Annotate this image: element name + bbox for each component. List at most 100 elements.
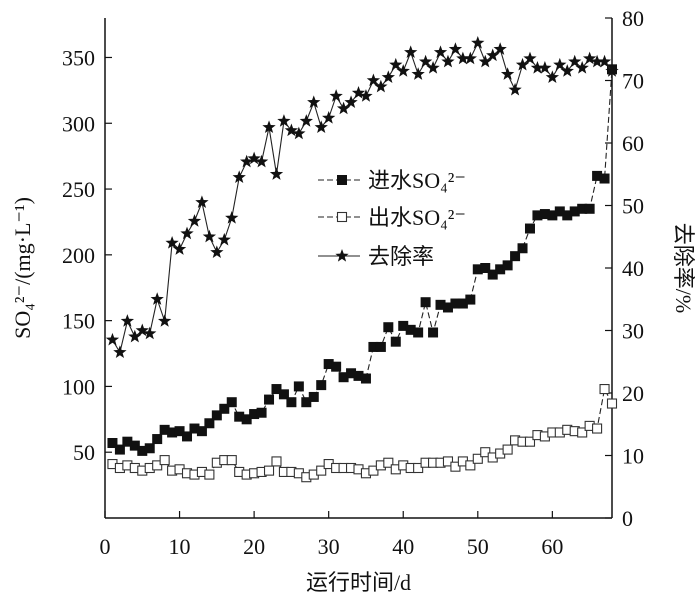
data-point-effluent — [465, 460, 476, 471]
y-tick-label-right: 60 — [622, 131, 644, 156]
data-point-effluent — [599, 384, 610, 395]
y-tick-label-left: 150 — [62, 309, 95, 334]
data-point-influent — [144, 443, 155, 454]
data-point-removal-rate — [553, 57, 567, 71]
data-point-removal-rate — [463, 51, 477, 65]
data-point-influent — [219, 403, 230, 414]
legend-marker — [336, 211, 348, 223]
data-point-influent — [316, 380, 327, 391]
data-point-removal-rate — [366, 73, 381, 87]
data-point-influent — [487, 269, 498, 280]
y-tick-label-right: 30 — [622, 319, 644, 344]
data-point-influent — [398, 320, 409, 331]
data-point-removal-rate — [120, 314, 135, 327]
x-tick-label: 20 — [243, 534, 265, 559]
y-tick-label-right: 70 — [622, 69, 644, 94]
series-effluent — [107, 384, 618, 483]
data-point-effluent — [204, 469, 215, 480]
data-point-removal-rate — [143, 326, 157, 340]
data-point-removal-rate — [202, 229, 217, 243]
data-point-removal-rate — [344, 95, 358, 109]
data-point-removal-rate — [157, 314, 172, 327]
data-point-influent — [428, 327, 439, 338]
data-point-influent — [189, 423, 200, 434]
data-point-influent — [480, 263, 491, 273]
x-tick-label: 50 — [467, 534, 489, 559]
data-point-effluent — [472, 453, 483, 464]
data-point-influent — [547, 210, 558, 221]
data-point-removal-rate — [195, 195, 209, 209]
data-point-influent — [413, 327, 424, 338]
data-point-effluent — [577, 427, 588, 438]
data-point-removal-rate — [165, 236, 179, 249]
data-point-removal-rate — [381, 70, 395, 84]
data-point-influent — [137, 445, 148, 456]
data-point-removal-rate — [508, 82, 522, 96]
data-point-influent — [301, 397, 312, 408]
data-point-influent — [502, 260, 513, 271]
y-tick-label-right: 10 — [622, 444, 644, 469]
data-point-influent — [599, 173, 610, 184]
data-point-influent — [472, 264, 483, 275]
data-point-influent — [353, 370, 364, 381]
data-point-influent — [375, 341, 386, 352]
data-point-removal-rate — [448, 42, 463, 55]
data-point-removal-rate — [590, 54, 604, 68]
legend-marker-effluent — [336, 211, 348, 223]
data-point-influent — [241, 414, 252, 425]
data-point-removal-rate — [441, 54, 455, 68]
y-tick-label-left: 350 — [62, 45, 95, 70]
data-point-removal-rate — [456, 51, 470, 65]
data-point-removal-rate — [530, 61, 545, 74]
data-point-removal-rate — [180, 226, 194, 240]
legend-marker-removal-rate — [335, 249, 349, 262]
y-tick-label-left: 50 — [73, 440, 95, 465]
data-point-influent — [346, 368, 357, 379]
x-tick-label: 60 — [541, 534, 563, 559]
data-point-removal-rate — [314, 120, 328, 134]
legend-label-effluent: 出水SO₄²⁻ — [368, 205, 466, 230]
y-axis-title-right: 去除率/% — [671, 223, 696, 313]
data-point-removal-rate — [389, 57, 403, 71]
data-point-influent — [331, 361, 342, 372]
data-point-influent — [286, 397, 297, 408]
legend-item-effluent: 出水SO₄²⁻ — [318, 205, 466, 230]
data-point-removal-rate — [515, 57, 530, 71]
data-point-removal-rate — [478, 54, 492, 68]
data-point-effluent — [450, 461, 461, 472]
data-point-removal-rate — [225, 211, 239, 224]
data-point-removal-rate — [232, 170, 246, 184]
data-point-influent — [539, 209, 550, 220]
data-point-effluent — [159, 455, 170, 466]
data-point-removal-rate — [105, 332, 120, 346]
data-point-removal-rate — [299, 114, 313, 127]
data-point-influent — [457, 298, 468, 309]
data-point-removal-rate — [597, 54, 612, 68]
data-point-influent — [562, 210, 573, 221]
data-point-removal-rate — [493, 42, 507, 55]
data-point-effluent — [316, 465, 327, 476]
data-point-influent — [249, 409, 260, 420]
data-point-removal-rate — [240, 154, 254, 168]
data-point-influent — [420, 297, 431, 308]
data-point-influent — [592, 170, 603, 181]
data-point-removal-rate — [254, 154, 269, 168]
series-line-influent — [112, 69, 613, 452]
data-point-effluent — [383, 457, 394, 468]
data-point-removal-rate — [284, 123, 299, 137]
data-point-removal-rate — [538, 61, 552, 74]
data-point-removal-rate — [292, 126, 306, 140]
data-point-removal-rate — [187, 214, 202, 227]
data-point-influent — [278, 389, 289, 400]
series-removal-rate — [105, 36, 619, 359]
data-point-removal-rate — [172, 242, 187, 255]
data-point-effluent — [226, 455, 237, 466]
x-tick-label: 10 — [169, 534, 191, 559]
data-point-removal-rate — [277, 114, 291, 127]
series-influent — [107, 64, 617, 456]
data-point-removal-rate — [418, 54, 433, 68]
data-point-removal-rate — [396, 64, 410, 77]
data-point-removal-rate — [575, 61, 589, 74]
legend-label-influent: 进水SO₄²⁻ — [368, 168, 466, 193]
